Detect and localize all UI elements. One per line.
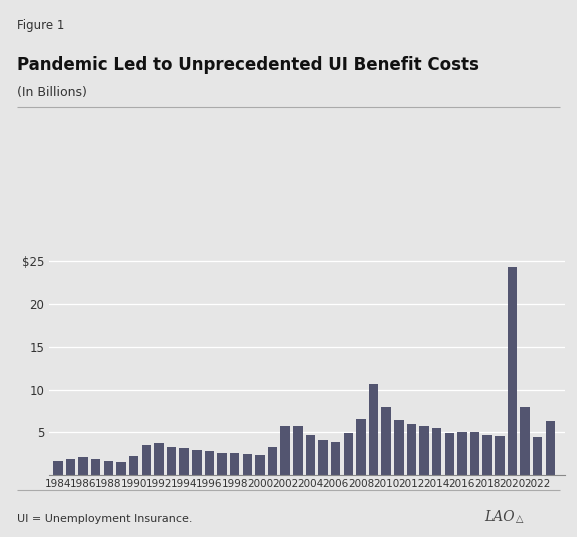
Bar	[78, 457, 88, 475]
Bar	[457, 432, 467, 475]
Bar	[154, 442, 164, 475]
Bar	[306, 435, 315, 475]
Bar	[104, 461, 113, 475]
Bar	[394, 420, 403, 475]
Bar	[331, 442, 340, 475]
Bar	[141, 445, 151, 475]
Bar	[167, 447, 176, 475]
Bar	[407, 424, 416, 475]
Bar	[356, 419, 366, 475]
Text: Pandemic Led to Unprecedented UI Benefit Costs: Pandemic Led to Unprecedented UI Benefit…	[17, 56, 479, 75]
Bar	[482, 435, 492, 475]
Bar	[230, 453, 239, 475]
Bar	[470, 432, 479, 475]
Bar	[546, 421, 555, 475]
Bar	[205, 451, 214, 475]
Text: (In Billions): (In Billions)	[17, 86, 87, 99]
Bar	[520, 407, 530, 475]
Text: Figure 1: Figure 1	[17, 19, 65, 32]
Bar	[53, 461, 63, 475]
Bar	[293, 425, 302, 475]
Bar	[91, 459, 100, 475]
Bar	[495, 436, 504, 475]
Bar	[192, 451, 201, 475]
Bar	[117, 461, 126, 475]
Bar	[419, 425, 429, 475]
Bar	[444, 433, 454, 475]
Text: △: △	[516, 513, 523, 524]
Bar	[129, 455, 138, 475]
Text: LAO: LAO	[485, 510, 515, 524]
Bar	[533, 437, 542, 475]
Bar	[255, 455, 265, 475]
Bar	[343, 433, 353, 475]
Bar	[268, 447, 278, 475]
Bar	[381, 407, 391, 475]
Text: UI = Unemployment Insurance.: UI = Unemployment Insurance.	[17, 513, 193, 524]
Bar	[319, 440, 328, 475]
Bar	[66, 459, 75, 475]
Bar	[280, 425, 290, 475]
Bar	[179, 448, 189, 475]
Bar	[218, 453, 227, 475]
Bar	[369, 383, 379, 475]
Bar	[242, 454, 252, 475]
Bar	[432, 428, 441, 475]
Bar	[508, 267, 517, 475]
